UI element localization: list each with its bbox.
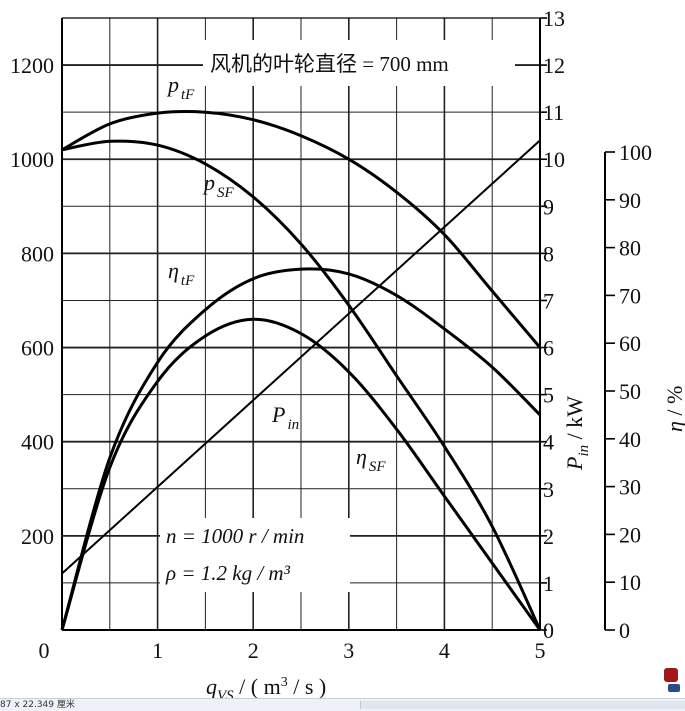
- curve-p-SF-label: p SF: [202, 170, 235, 201]
- right-axis-tick-label: 30: [619, 475, 641, 500]
- app-icon[interactable]: [664, 668, 678, 682]
- annotation-speed: n = 1000 r / min: [166, 524, 304, 548]
- x-axis-tick-label: 2: [248, 638, 259, 663]
- x-axis-tick-label: 0: [39, 638, 50, 663]
- curve-eta-SF: [60, 317, 542, 631]
- left-axis-tick-label: 600: [21, 336, 54, 361]
- horizontal-scrollbar[interactable]: [360, 701, 685, 709]
- middle-axis-tick-label: 3: [543, 477, 554, 502]
- left-axis-tick-label: 200: [21, 524, 54, 549]
- curve-p-SF: [61, 139, 542, 631]
- right-axis-label: η / %: [662, 386, 685, 432]
- middle-axis-tick-label: 13: [543, 6, 565, 31]
- middle-axis-tick-label: 5: [543, 383, 554, 408]
- x-axis-tick-label: 4: [439, 638, 450, 663]
- middle-axis-label: Pin / kW: [562, 396, 592, 471]
- annotation-density: ρ = 1.2 kg / m³: [165, 561, 291, 585]
- curve-eta-tF: [60, 267, 542, 631]
- axes: [61, 17, 615, 631]
- labels: 0123456789101112130102030405060708090100…: [10, 6, 652, 663]
- left-axis-tick-label: 1200: [10, 53, 54, 78]
- middle-axis-tick-label: 2: [543, 524, 554, 549]
- chart-title: 风机的叶轮直径 = 700 mm: [210, 52, 449, 76]
- middle-axis-tick-label: 10: [543, 147, 565, 172]
- right-axis-tick-label: 100: [619, 140, 652, 165]
- right-axis-tick-label: 80: [619, 236, 641, 261]
- left-axis-tick-label: 400: [21, 430, 54, 455]
- middle-axis-tick-label: 7: [543, 288, 554, 313]
- middle-axis-tick-label: 6: [543, 336, 554, 361]
- right-axis-tick-label: 90: [619, 188, 641, 213]
- middle-axis-tick-label: 4: [543, 430, 554, 455]
- middle-axis-tick-label: 12: [543, 53, 565, 78]
- middle-axis-tick-label: 11: [543, 100, 564, 125]
- x-axis-label: qVS / ( m3 / s ): [206, 674, 326, 704]
- curve-P-in: [61, 139, 541, 575]
- curve-p-tF-label: p tF: [166, 72, 195, 103]
- curves: [60, 109, 542, 631]
- middle-axis-tick-label: 1: [543, 571, 554, 596]
- title-box: [203, 40, 515, 86]
- right-axis-tick-label: 20: [619, 522, 641, 547]
- right-axis-tick-label: 10: [619, 570, 641, 595]
- x-axis-tick-label: 5: [535, 638, 546, 663]
- annotation-box: [160, 518, 350, 592]
- tray-icon[interactable]: [668, 684, 680, 692]
- left-axis-tick-label: 1000: [10, 147, 54, 172]
- dimensions-readout: 87 x 22.349 厘米: [0, 700, 75, 710]
- middle-axis-tick-label: 9: [543, 194, 554, 219]
- right-axis-tick-label: 0: [619, 618, 630, 643]
- middle-axis-tick-label: 0: [543, 618, 554, 643]
- left-axis-tick-label: 800: [21, 241, 54, 266]
- curve-p-tF: [61, 109, 542, 349]
- right-axis-tick-label: 60: [619, 331, 641, 356]
- right-axis-tick-label: 50: [619, 379, 641, 404]
- right-axis-tick-label: 40: [619, 427, 641, 452]
- curve-eta-SF-label: η SF: [356, 444, 386, 475]
- right-axis-tick-label: 70: [619, 283, 641, 308]
- curve-eta-tF-label: η tF: [168, 258, 195, 289]
- x-axis-tick-label: 1: [152, 638, 163, 663]
- middle-axis-tick-label: 8: [543, 241, 554, 266]
- status-bar: 87 x 22.349 厘米: [0, 698, 685, 711]
- x-axis-tick-label: 3: [343, 638, 354, 663]
